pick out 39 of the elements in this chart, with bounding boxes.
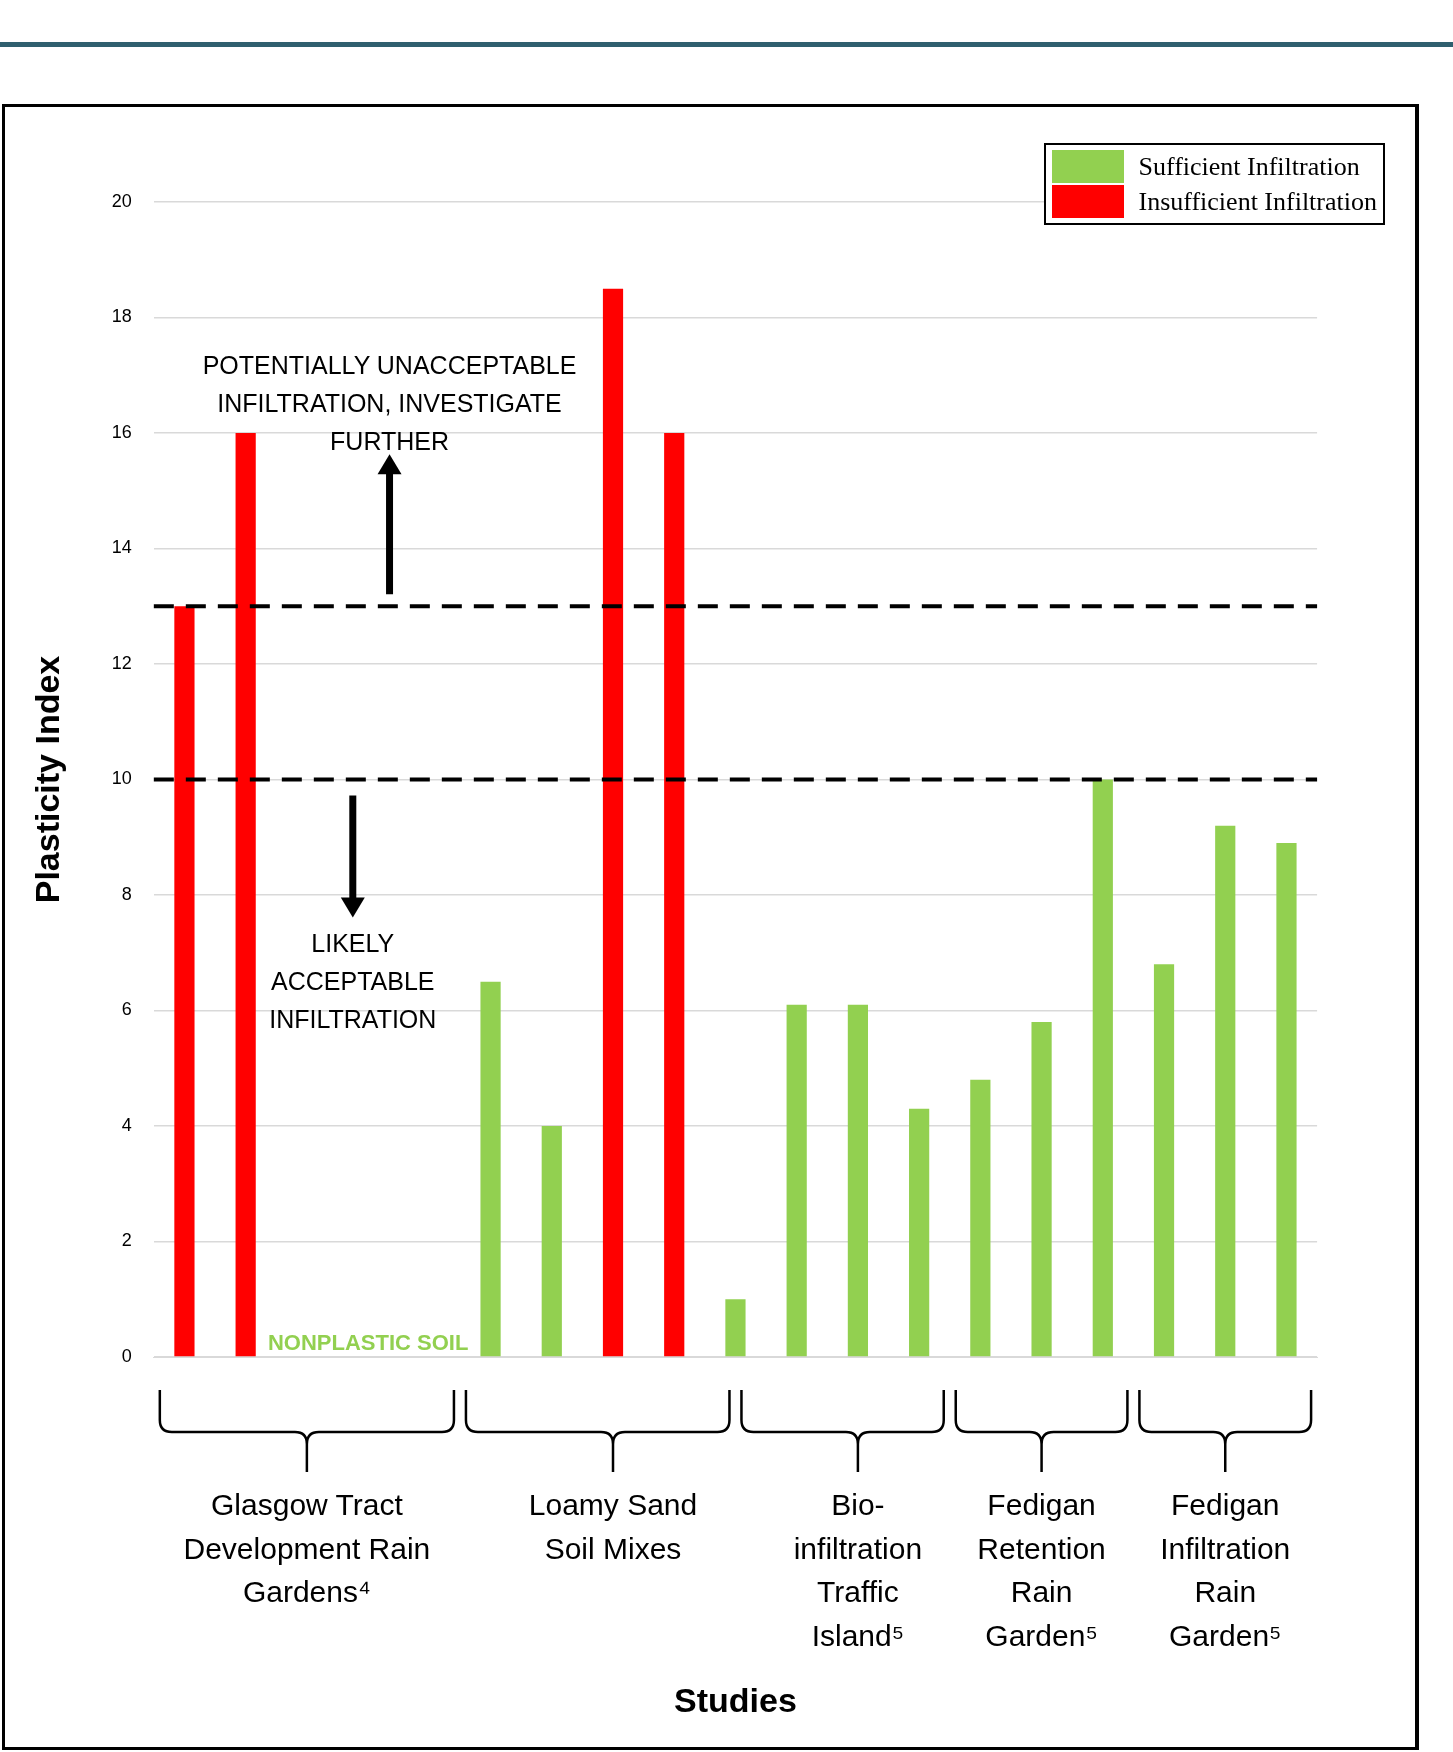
x-tick-label: Fedigan Retention Rain Garden⁵ [977,1488,1106,1652]
y-tick-label: 8 [121,883,132,904]
y-tick-label: 6 [121,999,132,1020]
y-tick-label: 20 [111,190,132,211]
y-tick-label: 0 [121,1345,132,1366]
bar [1153,964,1175,1357]
x-tick-label: Loamy Sand Soil Mixes [528,1488,698,1565]
annotation: POTENTIALLY UNACCEPTABLE INFILTRATION, INVESTIGATE FURTHER [202,351,577,456]
y-tick-label: 16 [111,421,132,442]
bar [541,1126,562,1357]
x-axis-title: Studies [674,1680,797,1719]
bar [909,1108,930,1357]
bar [970,1079,991,1357]
y-tick-label: 4 [121,1114,132,1135]
y-tick-label: 12 [111,652,132,673]
bar [725,1299,746,1357]
x-tick-label: Fedigan Infiltration Rain Garden⁵ [1160,1488,1291,1652]
bar [480,981,501,1357]
annotation: NONPLASTIC SOIL [267,1330,469,1356]
bar [786,1004,807,1357]
annotation: LIKELY ACCEPTABLE INFILTRATION [269,928,437,1033]
bar [1092,779,1113,1357]
bar [664,433,685,1357]
bar [1276,843,1297,1357]
x-tick-label: Glasgow Tract Development Rain Gardens⁴ [183,1488,431,1609]
bar [847,1004,869,1357]
bar [174,606,195,1357]
bar [1031,1022,1052,1357]
bar [235,433,256,1357]
bar [1215,825,1236,1357]
y-tick-label: 14 [111,537,132,558]
y-tick-label: 2 [121,1230,132,1251]
y-tick-label: 10 [111,768,132,789]
x-tick-label: Bio- infiltration Traffic Island⁵ [793,1488,923,1652]
y-axis-title: Plasticity Index [27,655,66,904]
y-tick-label: 18 [111,306,132,327]
bar [602,288,624,1357]
legend-label: Insufficient Infiltration [1138,186,1377,217]
legend-label: Sufficient Infiltration [1138,151,1360,182]
